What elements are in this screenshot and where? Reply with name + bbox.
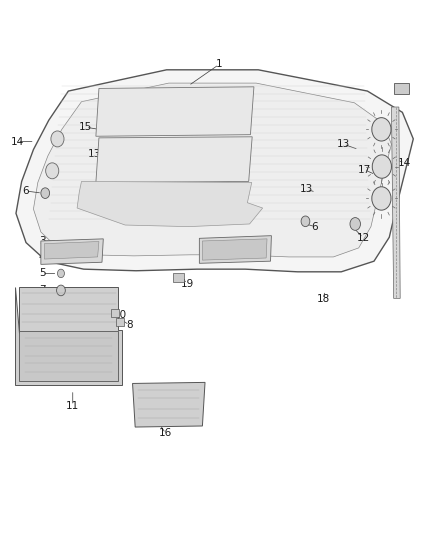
Circle shape [350, 217, 360, 230]
Text: 18: 18 [317, 294, 330, 304]
Text: 17: 17 [358, 165, 371, 175]
Text: 15: 15 [79, 122, 92, 132]
Text: 13: 13 [337, 139, 350, 149]
Bar [111, 309, 119, 317]
Text: 11: 11 [66, 401, 79, 411]
Text: 16: 16 [159, 429, 173, 439]
Polygon shape [19, 332, 118, 381]
Text: 6: 6 [312, 222, 318, 232]
Text: 13: 13 [88, 149, 101, 159]
Polygon shape [16, 70, 413, 272]
Text: 4: 4 [39, 252, 46, 262]
Polygon shape [392, 107, 400, 298]
Circle shape [301, 216, 310, 227]
Text: 5: 5 [39, 269, 46, 278]
Polygon shape [77, 181, 263, 227]
Text: 14: 14 [11, 136, 24, 147]
Polygon shape [96, 137, 252, 182]
Text: 13: 13 [300, 184, 313, 195]
Polygon shape [44, 241, 99, 259]
Text: 10: 10 [114, 310, 127, 320]
Bar [173, 273, 184, 282]
Text: 14: 14 [398, 158, 411, 168]
Circle shape [51, 131, 64, 147]
Text: 3: 3 [39, 236, 46, 246]
Polygon shape [199, 236, 272, 263]
Text: 1: 1 [215, 60, 223, 69]
Bar [117, 318, 124, 326]
Polygon shape [96, 87, 254, 136]
Circle shape [41, 188, 49, 198]
Bar [394, 83, 409, 94]
Text: 12: 12 [357, 233, 370, 243]
Polygon shape [41, 239, 103, 264]
Circle shape [372, 155, 392, 178]
Polygon shape [133, 382, 205, 427]
Polygon shape [202, 239, 267, 260]
Polygon shape [14, 287, 122, 384]
Circle shape [57, 269, 64, 278]
Text: 19: 19 [181, 279, 194, 288]
Circle shape [46, 163, 59, 179]
Polygon shape [33, 83, 392, 257]
Text: 7: 7 [39, 286, 46, 295]
Circle shape [57, 285, 65, 296]
Circle shape [372, 118, 391, 141]
Text: 8: 8 [126, 320, 133, 330]
Text: 6: 6 [23, 186, 29, 196]
Circle shape [372, 187, 391, 210]
